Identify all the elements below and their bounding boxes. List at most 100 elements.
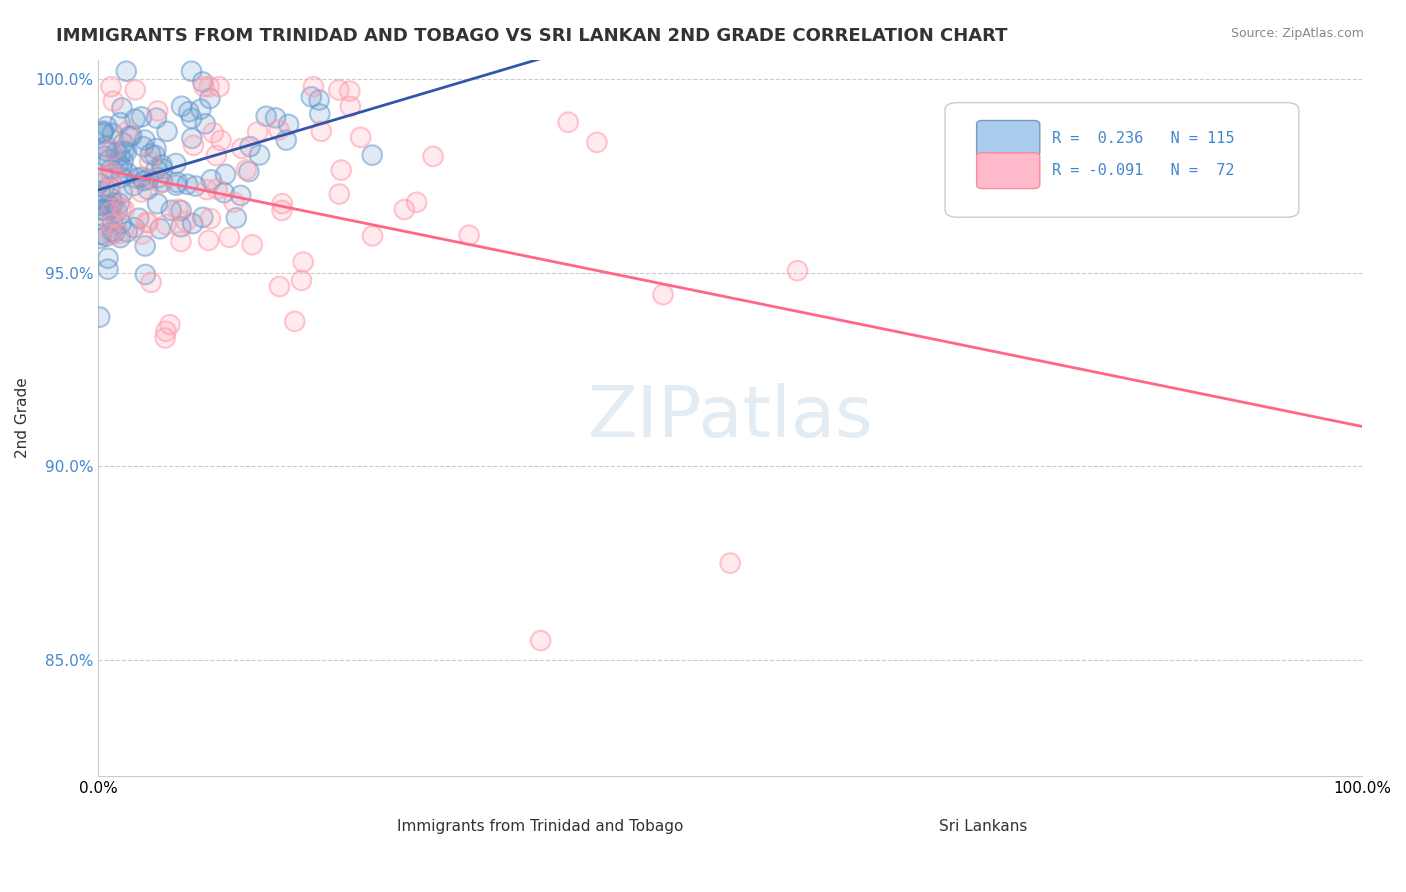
Point [155, 324, 177, 338]
Point [97, 262, 120, 277]
Point [100, 227, 122, 242]
Point [145, 142, 167, 156]
Point [117, 124, 139, 138]
Point [100, 169, 122, 183]
Point [111, 101, 134, 115]
Point [91, 198, 114, 212]
Point [302, 79, 325, 94]
Point [208, 79, 231, 94]
Point [131, 227, 153, 242]
Point [277, 118, 299, 132]
Point [91, 125, 114, 139]
Point [117, 167, 139, 181]
Point [125, 171, 148, 186]
Point [200, 211, 222, 226]
Point [89, 310, 111, 325]
Point [98, 198, 121, 212]
Point [96, 120, 118, 134]
Point [557, 115, 579, 129]
Point [150, 158, 173, 172]
Point [264, 111, 287, 125]
Point [276, 133, 298, 147]
Point [209, 133, 232, 147]
Point [149, 221, 172, 235]
Text: Sri Lankans: Sri Lankans [939, 819, 1028, 834]
Point [139, 276, 162, 290]
Point [134, 239, 156, 253]
Point [90, 202, 112, 217]
Point [718, 556, 741, 570]
Point [108, 115, 131, 129]
Point [218, 230, 240, 244]
Point [91, 127, 114, 141]
Point [155, 218, 177, 232]
Point [235, 162, 257, 177]
Point [458, 228, 481, 243]
Point [183, 138, 205, 153]
Point [330, 163, 353, 178]
Point [191, 75, 214, 89]
Point [117, 225, 139, 239]
Point [100, 165, 122, 179]
Point [134, 268, 156, 282]
Point [209, 133, 232, 147]
Point [183, 138, 205, 153]
Point [309, 124, 332, 138]
Point [149, 176, 172, 190]
Point [586, 136, 609, 150]
Point [194, 117, 217, 131]
Point [277, 118, 299, 132]
Point [308, 93, 330, 107]
FancyBboxPatch shape [339, 808, 382, 833]
Point [290, 273, 312, 287]
Point [249, 148, 271, 162]
Point [131, 185, 153, 199]
Text: Immigrants from Trinidad and Tobago: Immigrants from Trinidad and Tobago [398, 819, 683, 834]
Point [100, 79, 122, 94]
Point [177, 104, 200, 119]
Point [146, 103, 169, 118]
Point [96, 144, 118, 158]
Point [254, 109, 277, 123]
Point [231, 141, 253, 155]
Point [105, 145, 128, 160]
Point [118, 129, 141, 144]
Point [110, 200, 132, 214]
Text: IMMIGRANTS FROM TRINIDAD AND TOBAGO VS SRI LANKAN 2ND GRADE CORRELATION CHART: IMMIGRANTS FROM TRINIDAD AND TOBAGO VS S… [56, 27, 1008, 45]
Point [134, 133, 156, 147]
Point [292, 255, 315, 269]
Point [235, 162, 257, 177]
Point [198, 91, 221, 105]
Point [100, 200, 122, 214]
Point [131, 170, 153, 185]
Point [93, 203, 115, 218]
Point [218, 230, 240, 244]
Point [139, 147, 162, 161]
Point [174, 214, 197, 228]
Point [108, 196, 131, 211]
Point [361, 228, 384, 243]
Point [184, 179, 207, 194]
Point [170, 203, 193, 218]
Point [135, 215, 157, 229]
Point [96, 229, 118, 244]
Point [214, 168, 236, 182]
Point [153, 331, 176, 345]
Point [98, 179, 121, 194]
Text: R =  0.236   N = 115: R = 0.236 N = 115 [1053, 131, 1234, 146]
Point [115, 64, 138, 78]
Point [89, 185, 111, 199]
Point [121, 128, 143, 143]
Point [292, 255, 315, 269]
Point [90, 227, 112, 242]
Point [117, 167, 139, 181]
Point [124, 112, 146, 127]
Point [131, 227, 153, 242]
Point [652, 287, 675, 301]
Point [170, 219, 193, 234]
Point [349, 130, 371, 145]
Point [112, 154, 135, 169]
Point [128, 211, 150, 226]
Point [107, 157, 129, 171]
Point [191, 75, 214, 89]
